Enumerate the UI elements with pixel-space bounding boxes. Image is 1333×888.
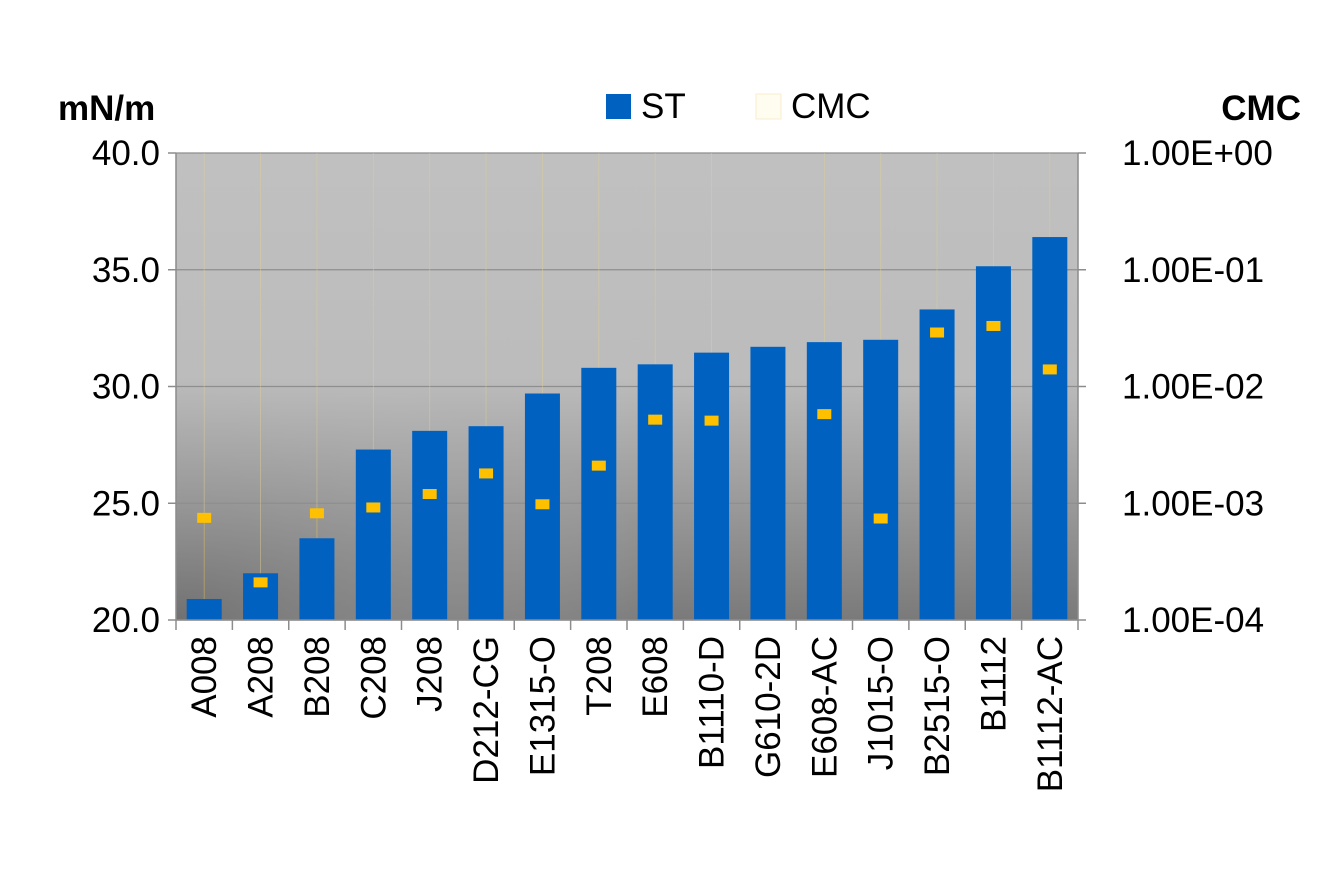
st-bar	[919, 309, 955, 620]
cmc-marker	[986, 320, 1001, 331]
st-bar	[863, 339, 899, 620]
st-bar	[299, 538, 335, 620]
cmc-marker	[197, 512, 212, 523]
left-axis-ticks: 20.0 25.0 30.0 35.0 40.0	[92, 134, 160, 640]
cmc-marker	[535, 499, 550, 510]
st-bar	[581, 367, 617, 620]
cmc-marker	[309, 508, 324, 519]
legend-cmc-swatch	[755, 93, 782, 120]
left-tick-label: 35.0	[92, 251, 160, 290]
cmc-marker	[817, 409, 832, 420]
cmc-marker	[422, 489, 437, 500]
st-bar	[975, 266, 1011, 620]
st-bar	[1032, 237, 1068, 620]
category-label: A008	[185, 636, 224, 718]
cmc-marker	[704, 415, 719, 426]
cmc-marker	[930, 327, 945, 338]
left-tick-label: 30.0	[92, 368, 160, 407]
category-labels: A008 A208 B208 C208 J208 D212-CG E1315-O T208 E6…	[185, 636, 1070, 792]
category-label: G610-2D	[749, 636, 788, 778]
cmc-marker	[591, 460, 606, 471]
category-label: T208	[580, 636, 619, 716]
cmc-marker	[873, 513, 888, 524]
left-tick-label: 40.0	[92, 134, 160, 173]
category-label: D212-CG	[467, 636, 506, 784]
left-tick-label: 20.0	[92, 601, 160, 640]
right-tick-label: 1.00E+00	[1122, 134, 1273, 173]
st-bars	[186, 237, 1068, 620]
cmc-marker	[479, 468, 494, 479]
category-label: E608	[636, 636, 675, 718]
st-bar	[468, 426, 504, 620]
category-label: B2515-O	[918, 636, 957, 776]
category-label: J208	[411, 636, 450, 712]
category-label: E1315-O	[523, 636, 562, 776]
st-bar	[750, 346, 786, 620]
category-label: A208	[242, 636, 281, 718]
cmc-marker	[648, 414, 663, 425]
category-label: E608-AC	[805, 636, 844, 778]
axes	[168, 152, 1086, 630]
legend-st-swatch	[606, 94, 631, 119]
category-label: B208	[298, 636, 337, 718]
category-label: B1112-AC	[1031, 636, 1070, 792]
cmc-markers	[197, 320, 1057, 588]
legend: ST CMC	[606, 87, 871, 126]
legend-st-label: ST	[641, 87, 686, 126]
st-bar	[806, 342, 842, 620]
left-tick-label: 25.0	[92, 484, 160, 523]
category-label: B1112	[974, 636, 1013, 732]
st-bar	[694, 352, 730, 620]
legend-cmc-label: CMC	[791, 87, 871, 126]
left-axis-title: mN/m	[58, 89, 155, 128]
right-tick-label: 1.00E-02	[1122, 368, 1264, 407]
cmc-marker	[1042, 364, 1057, 375]
category-label: C208	[354, 636, 393, 720]
st-bar	[186, 598, 222, 620]
right-tick-label: 1.00E-04	[1122, 601, 1264, 640]
right-tick-label: 1.00E-01	[1122, 251, 1264, 290]
right-tick-label: 1.00E-03	[1122, 484, 1264, 523]
category-label: J1015-O	[862, 636, 901, 770]
cmc-marker	[253, 577, 268, 588]
cmc-marker	[366, 502, 381, 513]
right-axis-title: CMC	[1221, 89, 1301, 128]
st-bar	[412, 430, 448, 620]
right-axis-ticks: 1.00E-04 1.00E-03 1.00E-02 1.00E-01 1.00E+00	[1122, 134, 1273, 640]
category-label: B1110-D	[693, 636, 732, 769]
st-bar	[637, 364, 673, 620]
st-bar	[355, 449, 391, 620]
